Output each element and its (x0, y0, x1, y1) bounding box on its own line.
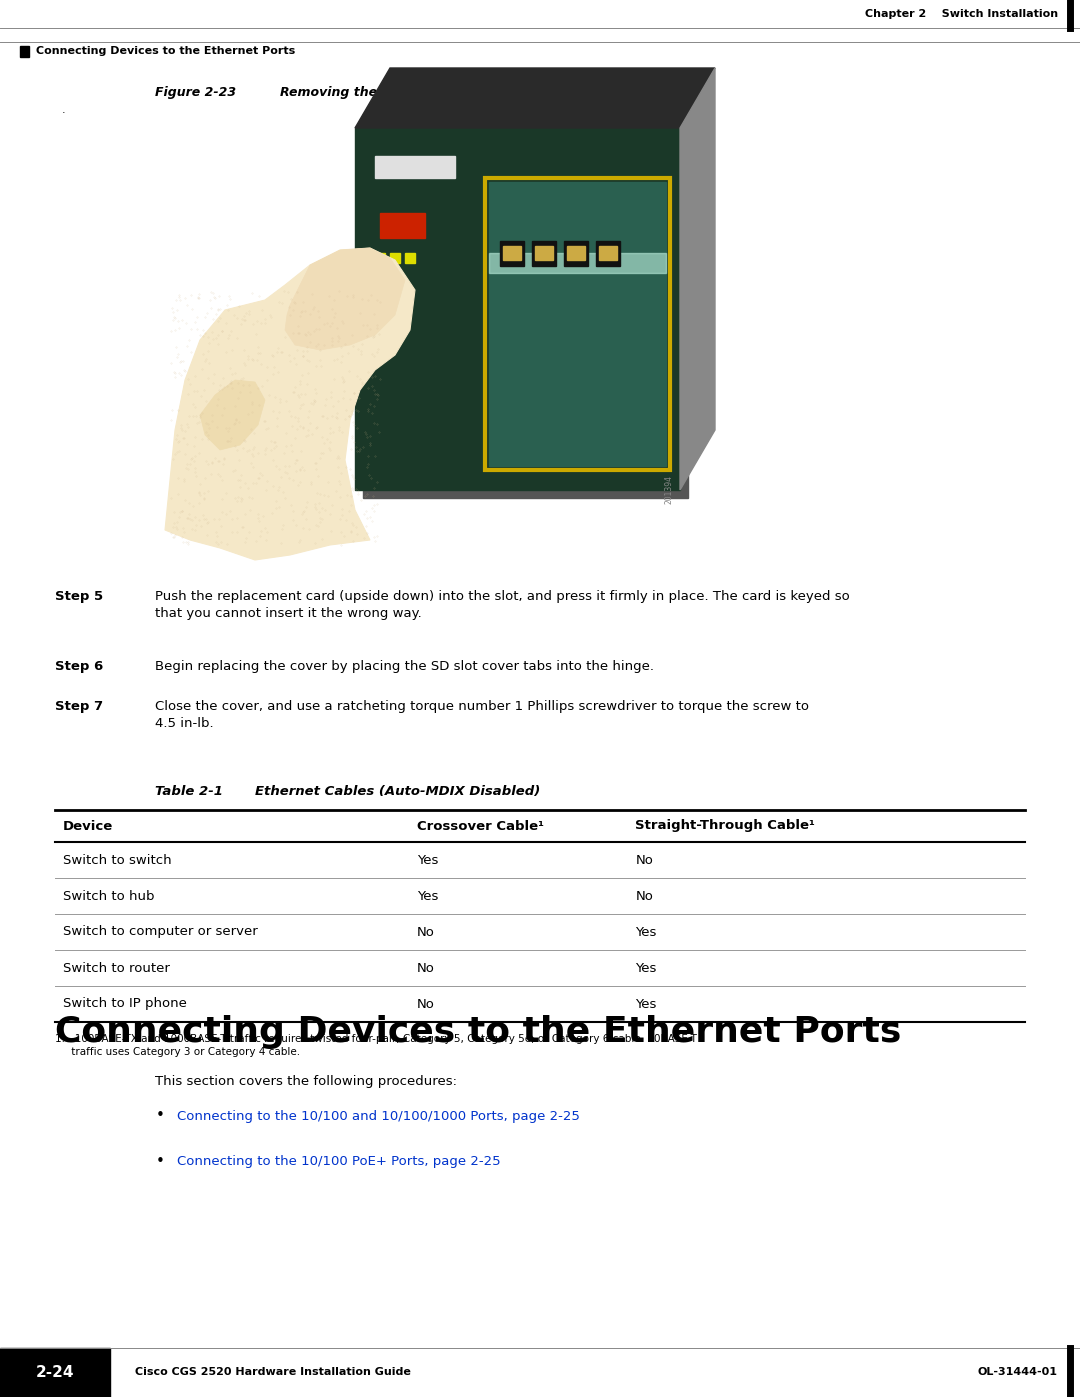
Text: Connecting to the 10/100 and 10/100/1000 Ports, page 2-25: Connecting to the 10/100 and 10/100/1000… (177, 1111, 580, 1123)
Bar (489, 182, 666, 467)
Text: •: • (156, 1154, 164, 1168)
Text: Connecting to the 10/100 PoE+ Ports, page 2-25: Connecting to the 10/100 PoE+ Ports, pag… (177, 1155, 501, 1168)
Text: Crossover Cable¹: Crossover Cable¹ (417, 820, 544, 833)
Text: No: No (417, 961, 435, 975)
Bar (500, 242, 524, 265)
Text: Ethernet Cables (Auto-MDIX Disabled): Ethernet Cables (Auto-MDIX Disabled) (255, 785, 540, 798)
Text: Table 2-1: Table 2-1 (156, 785, 222, 798)
Text: No: No (635, 854, 653, 866)
Text: 4.5 in-lb.: 4.5 in-lb. (156, 717, 214, 731)
Bar (21, 46, 29, 57)
Text: Connecting Devices to the Ethernet Ports: Connecting Devices to the Ethernet Ports (55, 1016, 902, 1049)
Text: Yes: Yes (417, 890, 438, 902)
Text: No: No (417, 925, 435, 939)
Text: Switch to switch: Switch to switch (63, 854, 172, 866)
Text: Begin replacing the cover by placing the SD slot cover tabs into the hinge.: Begin replacing the cover by placing the… (156, 659, 654, 673)
Bar (375, 253, 384, 263)
Text: Chapter 2    Switch Installation: Chapter 2 Switch Installation (865, 8, 1058, 20)
Text: No: No (417, 997, 435, 1010)
Bar (489, 253, 666, 272)
FancyBboxPatch shape (363, 136, 688, 497)
Bar (370, 198, 485, 278)
Text: Yes: Yes (635, 997, 657, 1010)
Bar (390, 253, 400, 263)
Text: Yes: Yes (635, 961, 657, 975)
Bar (485, 177, 670, 469)
Text: Step 5: Step 5 (55, 590, 103, 604)
Text: Removing the SD Flash Memory Card: Removing the SD Flash Memory Card (280, 87, 541, 99)
Text: Switch to computer or server: Switch to computer or server (63, 925, 258, 939)
Text: Close the cover, and use a ratcheting torque number 1 Phillips screwdriver to to: Close the cover, and use a ratcheting to… (156, 700, 809, 712)
Text: Switch to router: Switch to router (63, 961, 170, 975)
Text: OL-31444-01: OL-31444-01 (978, 1368, 1058, 1377)
Text: that you cannot insert it the wrong way.: that you cannot insert it the wrong way. (156, 608, 422, 620)
FancyBboxPatch shape (355, 129, 680, 490)
Text: Yes: Yes (635, 925, 657, 939)
Text: Straight-Through Cable¹: Straight-Through Cable¹ (635, 820, 815, 833)
Bar (567, 246, 585, 260)
Polygon shape (680, 68, 715, 490)
Polygon shape (200, 380, 265, 450)
Text: Device: Device (63, 820, 113, 833)
Text: .: . (62, 105, 66, 115)
Polygon shape (165, 249, 415, 560)
Text: Push the replacement card (upside down) into the slot, and press it firmly in pl: Push the replacement card (upside down) … (156, 590, 850, 604)
Bar (503, 246, 521, 260)
Bar (535, 246, 553, 260)
Bar (0, 1348, 110, 1397)
Bar (405, 253, 415, 263)
Text: 201394: 201394 (665, 475, 674, 504)
Bar (564, 242, 588, 265)
Bar (596, 242, 620, 265)
Bar (380, 212, 426, 237)
Text: 1.   100BASE-TX and 1000BASE-T traffic requires twisted four-pair, Category 5, C: 1. 100BASE-TX and 1000BASE-T traffic req… (55, 1034, 697, 1044)
Text: Step 6: Step 6 (55, 659, 104, 673)
Bar (599, 246, 617, 260)
Text: Connecting Devices to the Ethernet Ports: Connecting Devices to the Ethernet Ports (36, 46, 295, 56)
Polygon shape (355, 68, 715, 129)
Text: Figure 2-23: Figure 2-23 (156, 87, 237, 99)
Text: 2-24: 2-24 (36, 1365, 75, 1380)
Text: Step 7: Step 7 (55, 700, 103, 712)
Text: No: No (635, 890, 653, 902)
Bar (375, 156, 455, 177)
Text: Switch to IP phone: Switch to IP phone (63, 997, 187, 1010)
Polygon shape (285, 249, 405, 351)
Text: Cisco CGS 2520 Hardware Installation Guide: Cisco CGS 2520 Hardware Installation Gui… (135, 1368, 410, 1377)
Text: Switch to hub: Switch to hub (63, 890, 154, 902)
Bar (532, 242, 556, 265)
Text: •: • (156, 1108, 164, 1123)
Text: traffic uses Category 3 or Category 4 cable.: traffic uses Category 3 or Category 4 ca… (55, 1046, 300, 1058)
Text: This section covers the following procedures:: This section covers the following proced… (156, 1076, 457, 1088)
Text: Yes: Yes (417, 854, 438, 866)
